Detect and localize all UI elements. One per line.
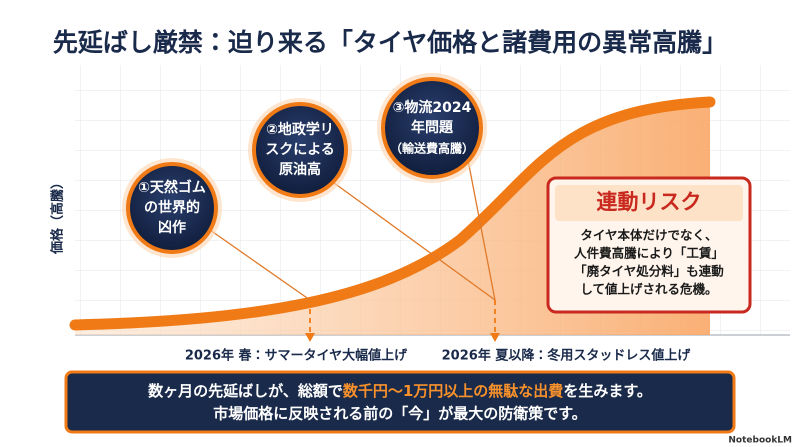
banner: 数ヶ月の先延ばしが、総額で数千円〜1万円以上の無駄な出費を生みます。 市場価格に… [64, 370, 736, 434]
banner-line: 数ヶ月の先延ばしが、総額で数千円〜1万円以上の無駄な出費を生みます。 [147, 382, 652, 400]
risk-box: 連動リスク タイヤ本体だけでなく、 人件費高騰により「工賃」 「廃タイヤ処分料」… [546, 176, 752, 314]
factor-1: ①天然ゴム の世界的 凶作 [122, 158, 222, 258]
connectors [209, 159, 496, 301]
timeline-label: 2026年 春：サマータイヤ大幅値上げ [185, 348, 408, 364]
factor-text: ①天然ゴム [138, 179, 206, 196]
banner-text: を生みます。 [563, 382, 652, 400]
risk-text: タイヤ本体だけでなく、 [580, 228, 717, 243]
banner-emphasis: 数千円〜1万円以上の無駄な出費 [342, 382, 563, 400]
risk-title: 連動リスク [597, 190, 702, 214]
y-axis-label: 価格（高騰） [50, 176, 66, 255]
factor-text: （輸送費高騰） [390, 141, 474, 156]
factor-text: ②地政学リ [266, 121, 334, 138]
factor-text: 凶作 [158, 219, 186, 236]
factor-text: スクによる [265, 142, 335, 158]
risk-text: 「廃タイヤ処分料」も連動 [574, 264, 724, 279]
markers [309, 300, 496, 335]
risk-text: して値上げされる危機。 [580, 282, 717, 297]
factor-text: ③物流2024 [393, 99, 472, 116]
factor-text: 年問題 [411, 119, 454, 136]
timeline-label: 2026年 夏以降：冬用スタッドレス値上げ [442, 348, 692, 364]
factor-2: ②地政学リ スクによる 原油高 [248, 98, 352, 202]
banner-line: 市場価格に反映される前の「今」が最大の防衛策です。 [213, 405, 587, 423]
price-curve [69, 96, 716, 331]
footer-brand: NotebookLM [728, 436, 792, 446]
banner-text: 数ヶ月の先延ばしが、総額で [147, 382, 343, 400]
risk-text: 人件費高騰により「工賃」 [573, 246, 724, 261]
factor-3: ③物流2024 年問題 （輸送費高騰） [377, 73, 487, 183]
factor-text: の世界的 [144, 199, 200, 216]
factor-text: 原油高 [279, 161, 321, 178]
title: 先延ばし厳禁：迫り来る「タイヤ価格と諸費用の異常高騰」 [53, 28, 727, 57]
